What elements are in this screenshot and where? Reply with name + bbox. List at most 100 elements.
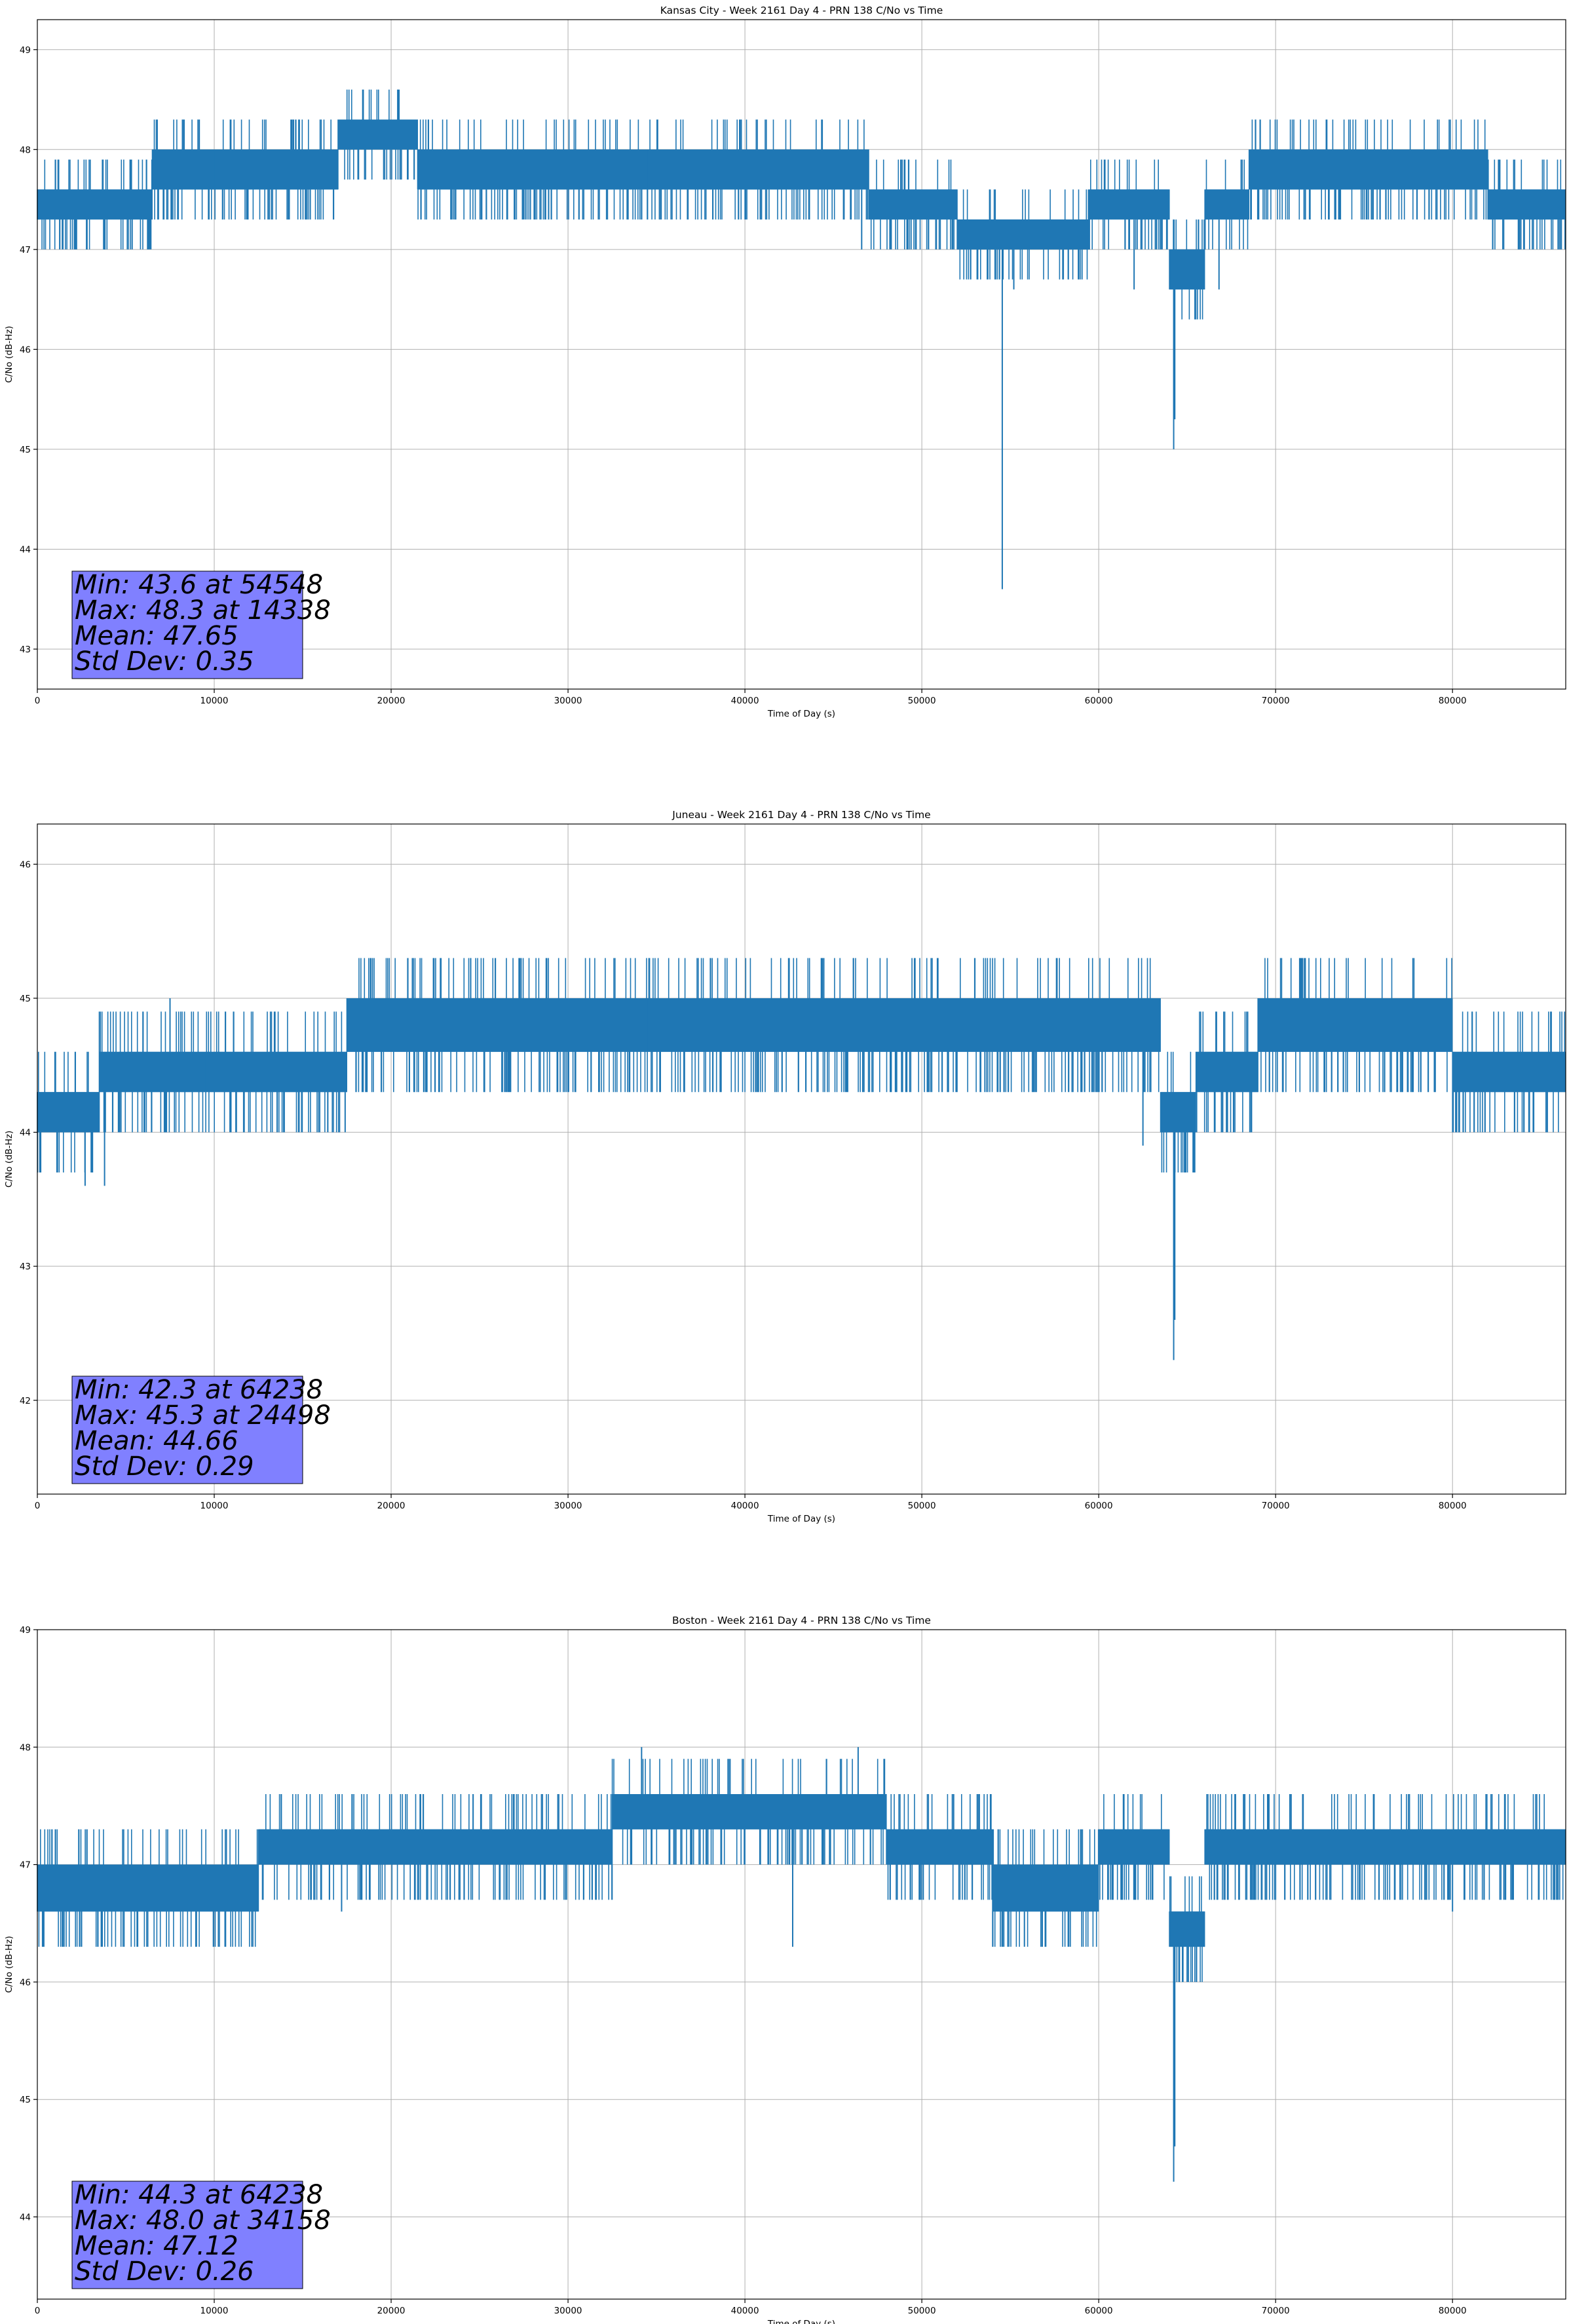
cno-band — [1160, 1092, 1196, 1133]
cno-band — [869, 189, 958, 220]
cno-band — [1169, 249, 1205, 290]
y-tick-label: 43 — [20, 1262, 31, 1272]
x-tick-label: 10000 — [200, 696, 229, 706]
y-tick-label: 45 — [20, 445, 31, 455]
panel-kansas-city: 0 10000 20000 30000 40000 50000 60000 70000 8000… — [4, 5, 1566, 719]
x-tick-label: 10000 — [200, 2306, 229, 2316]
x-tick-label: 70000 — [1262, 696, 1290, 706]
y-tick-label: 45 — [20, 994, 31, 1004]
x-tick-label: 80000 — [1439, 1501, 1467, 1511]
cno-band — [647, 998, 834, 1052]
cno-band — [338, 119, 418, 150]
y-tick-label: 43 — [20, 645, 31, 655]
cno-band — [37, 1092, 100, 1133]
x-tick-label: 80000 — [1439, 696, 1467, 706]
stat-max-juneau: Max: 45.3 at 24498 — [75, 1400, 331, 1431]
cno-band — [612, 1794, 887, 1829]
cno-band — [347, 998, 480, 1052]
x-tick-label: 30000 — [554, 696, 582, 706]
panel-boston: 0 10000 20000 30000 40000 50000 60000 70000 8000… — [4, 1615, 1566, 2324]
stats-box-boston: Min: 44.3 at 64238 Max: 48.0 at 34158 Me… — [71, 2180, 331, 2289]
x-tick-label: 70000 — [1262, 1501, 1290, 1511]
ticks-juneau: 0 10000 20000 30000 40000 50000 60000 70000 8000… — [20, 859, 1467, 1511]
cno-series-boston — [37, 1759, 1566, 1982]
cno-series-kansas-city — [37, 89, 1566, 320]
cno-band — [99, 1051, 206, 1093]
stat-min-kansas-city: Min: 43.6 at 54548 — [75, 570, 323, 600]
axes-frame-boston — [37, 1629, 1566, 2300]
x-tick-label: 60000 — [1085, 1501, 1113, 1511]
x-tick-label: 40000 — [731, 2306, 759, 2316]
x-tick-label: 50000 — [908, 2306, 936, 2316]
cno-band — [886, 1829, 993, 1865]
x-tick-label: 40000 — [731, 1501, 759, 1511]
cno-band — [1099, 1829, 1170, 1865]
ticks-boston: 0 10000 20000 30000 40000 50000 60000 70000 8000… — [20, 1625, 1467, 2316]
x-tick-label: 0 — [35, 696, 41, 706]
y-tick-label: 49 — [20, 1625, 31, 1636]
x-axis-label-juneau: Time of Day (s) — [767, 1514, 835, 1524]
panel-juneau: 0 10000 20000 30000 40000 50000 60000 70000 8000… — [4, 809, 1566, 1524]
y-tick-label: 49 — [20, 45, 31, 56]
x-tick-label: 20000 — [377, 1501, 406, 1511]
y-tick-label: 46 — [20, 345, 31, 355]
cno-band — [1258, 998, 1453, 1052]
y-tick-label: 47 — [20, 1860, 31, 1871]
ticks-kansas-city: 0 10000 20000 30000 40000 50000 60000 70000 8000… — [20, 45, 1467, 706]
x-axis-label-boston: Time of Day (s) — [767, 2319, 835, 2324]
y-tick-label: 48 — [20, 1742, 31, 1753]
x-tick-label: 0 — [35, 1501, 41, 1511]
y-tick-label: 44 — [20, 1128, 31, 1138]
x-tick-label: 60000 — [1085, 2306, 1113, 2316]
x-tick-label: 50000 — [908, 1501, 936, 1511]
cno-band — [1205, 189, 1249, 220]
y-tick-label: 46 — [20, 859, 31, 870]
series-juneau — [37, 958, 1566, 1360]
stat-max-kansas-city: Max: 48.3 at 14338 — [75, 595, 331, 626]
x-tick-label: 30000 — [554, 2306, 582, 2316]
y-tick-label: 47 — [20, 245, 31, 255]
stat-min-juneau: Min: 42.3 at 64238 — [75, 1375, 323, 1405]
cno-band — [214, 149, 339, 190]
x-tick-label: 60000 — [1085, 696, 1113, 706]
cno-band — [1452, 1051, 1566, 1093]
stats-box-juneau: Min: 42.3 at 64238 Max: 45.3 at 24498 Me… — [71, 1375, 331, 1484]
cno-band — [647, 149, 869, 190]
cno-band — [1169, 1911, 1205, 1947]
stat-std-kansas-city: Std Dev: 0.35 — [75, 647, 254, 677]
y-axis-label-kansas-city: C/No (dB-Hz) — [4, 326, 14, 383]
stat-mean-juneau: Mean: 44.66 — [75, 1426, 238, 1456]
axes-frame-kansas-city — [37, 19, 1566, 690]
x-tick-label: 20000 — [377, 2306, 406, 2316]
cno-band — [417, 149, 648, 190]
y-tick-label: 44 — [20, 2212, 31, 2222]
chart-title-boston: Boston - Week 2161 Day 4 - PRN 138 C/No … — [672, 1615, 931, 1626]
cno-band — [1089, 189, 1170, 220]
x-tick-label: 0 — [35, 2306, 41, 2316]
x-tick-label: 50000 — [908, 696, 936, 706]
series-boston — [37, 1747, 1566, 2182]
stat-std-boston: Std Dev: 0.26 — [75, 2257, 254, 2287]
x-axis-label-kansas-city: Time of Day (s) — [767, 709, 835, 719]
axes-frame-juneau — [37, 823, 1566, 1495]
stat-min-boston: Min: 44.3 at 64238 — [75, 2180, 323, 2210]
cno-band — [833, 998, 1161, 1052]
cno-band — [957, 219, 1090, 250]
x-tick-label: 80000 — [1439, 2306, 1467, 2316]
cno-band — [258, 1829, 613, 1865]
stat-std-juneau: Std Dev: 0.29 — [75, 1452, 254, 1482]
cno-band — [992, 1864, 1099, 1912]
chart-title-juneau: Juneau - Week 2161 Day 4 - PRN 138 C/No … — [671, 809, 930, 821]
y-tick-label: 48 — [20, 145, 31, 155]
chart-title-kansas-city: Kansas City - Week 2161 Day 4 - PRN 138 … — [660, 5, 943, 16]
cno-band — [37, 1864, 259, 1912]
x-tick-label: 20000 — [377, 696, 406, 706]
x-tick-label: 70000 — [1262, 2306, 1290, 2316]
x-tick-label: 10000 — [200, 1501, 229, 1511]
stat-max-boston: Max: 48.0 at 34158 — [75, 2205, 331, 2236]
y-tick-label: 42 — [20, 1396, 31, 1406]
stat-mean-kansas-city: Mean: 47.65 — [75, 621, 238, 651]
x-tick-label: 40000 — [731, 696, 759, 706]
x-tick-label: 30000 — [554, 1501, 582, 1511]
